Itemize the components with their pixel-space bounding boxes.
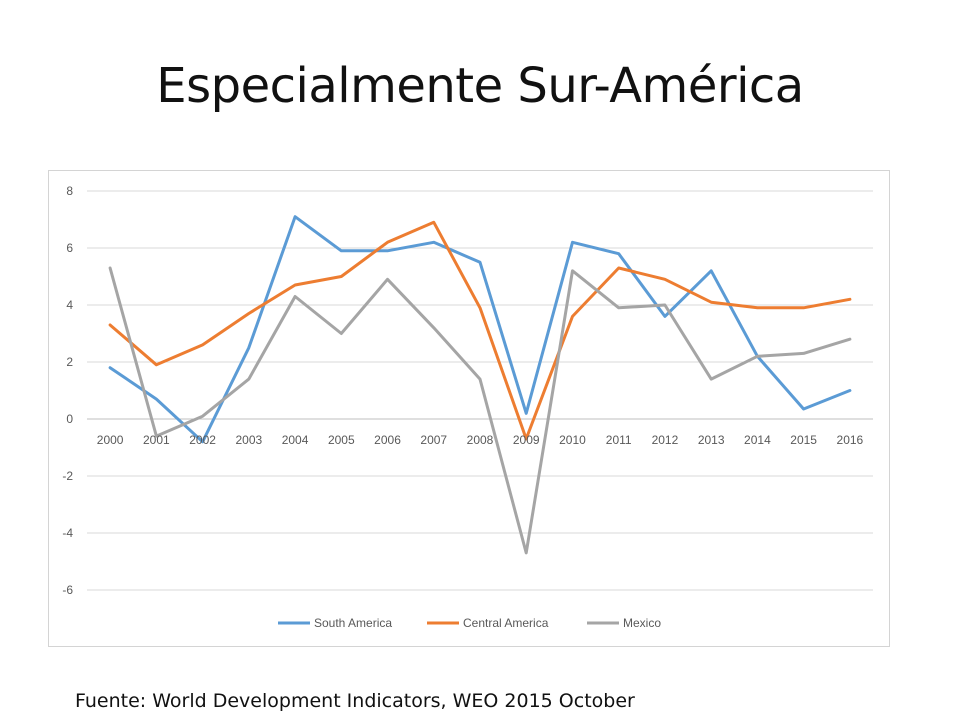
y-tick-label: -4 [62, 526, 73, 540]
series-line-south-america [108, 215, 852, 444]
x-tick-label: 2012 [652, 433, 679, 447]
legend-label: Mexico [623, 616, 661, 630]
series-line-central-america [108, 220, 852, 441]
x-tick-label: 2002 [189, 433, 216, 447]
x-tick-label: 2010 [559, 433, 586, 447]
x-tick-label: 2015 [790, 433, 817, 447]
y-tick-label: 6 [66, 241, 73, 255]
series-line-mexico [108, 266, 852, 555]
x-tick-label: 2001 [143, 433, 170, 447]
legend-label: South America [314, 616, 392, 630]
y-tick-label: 8 [66, 184, 73, 198]
line-chart: 8 6 4 2 0 -2 -4 -6 2000 2001 2002 2003 2004 2005 2006 2… [62, 184, 873, 630]
x-tick-label: 2008 [467, 433, 494, 447]
x-tick-label: 2003 [235, 433, 262, 447]
y-tick-label: 0 [66, 412, 73, 426]
y-tick-label: 4 [66, 298, 73, 312]
chart-area: 8 6 4 2 0 -2 -4 -6 2000 2001 2002 2003 2004 2005 2006 2… [48, 170, 890, 647]
x-tick-label: 2000 [97, 433, 124, 447]
slide-title: Especialmente Sur-América [156, 58, 804, 114]
x-tick-label: 2007 [420, 433, 447, 447]
x-tick-label: 2004 [282, 433, 309, 447]
source-note: Fuente: World Development Indicators, WE… [75, 690, 635, 712]
x-tick-label: 2009 [513, 433, 540, 447]
x-tick-label: 2013 [698, 433, 725, 447]
x-tick-label: 2006 [374, 433, 401, 447]
y-tick-label: -6 [62, 583, 73, 597]
x-tick-label: 2016 [837, 433, 864, 447]
x-tick-label: 2011 [606, 433, 632, 447]
y-tick-label: 2 [66, 355, 73, 369]
y-tick-label: -2 [62, 469, 73, 483]
x-tick-label: 2005 [328, 433, 355, 447]
x-tick-label: 2014 [744, 433, 771, 447]
legend-label: Central America [463, 616, 549, 630]
